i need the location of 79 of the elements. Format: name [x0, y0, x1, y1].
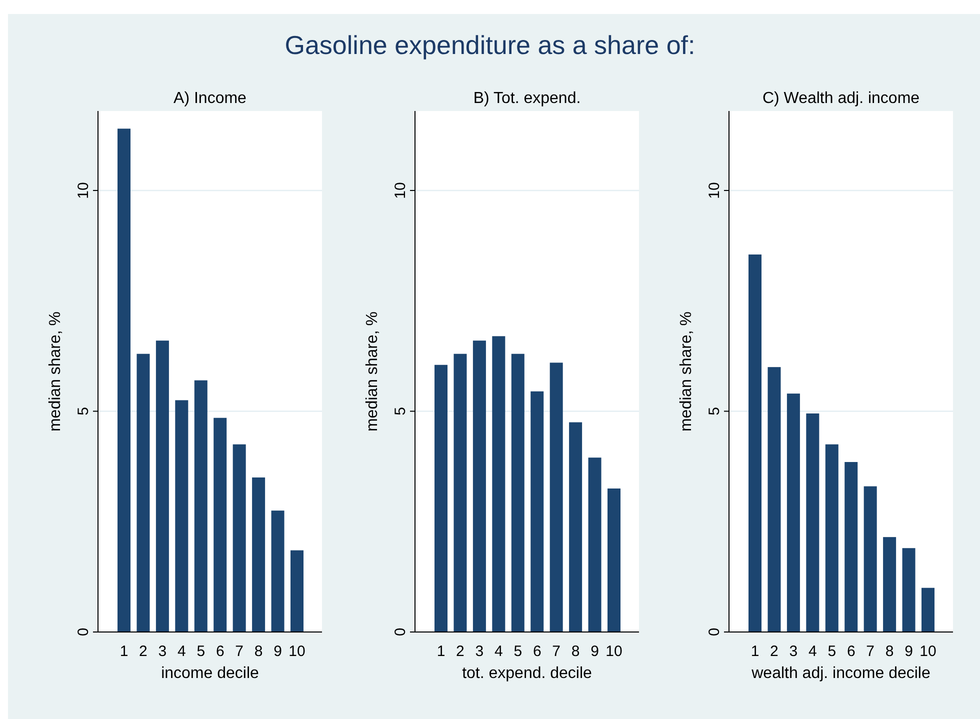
x-tick-label: 5 [514, 643, 522, 660]
y-axis-title: median share, % [678, 311, 695, 432]
x-tick-label: 3 [475, 643, 484, 660]
x-tick-label: 2 [770, 643, 778, 660]
bar [786, 394, 800, 632]
bar [472, 340, 486, 632]
bar [252, 477, 266, 632]
x-tick-label: 6 [532, 643, 542, 660]
y-axis-title: median share, % [364, 311, 381, 432]
bar [214, 418, 227, 632]
x-axis-title: tot. expend. decile [462, 665, 592, 682]
bar [156, 340, 169, 632]
bar [530, 391, 544, 632]
x-tick-label: 9 [590, 643, 599, 660]
bar [902, 548, 916, 632]
bar [271, 510, 284, 632]
x-tick-label: 9 [274, 643, 282, 660]
x-tick-label: 4 [808, 643, 817, 660]
bar [232, 444, 246, 632]
bar [825, 444, 838, 632]
bar [883, 537, 896, 632]
bar [844, 462, 858, 632]
x-tick-label: 7 [866, 643, 875, 660]
x-tick-label: 1 [750, 643, 760, 660]
x-tick-label: 4 [494, 643, 503, 660]
y-tick-label: 0 [706, 628, 723, 636]
y-tick-label: 0 [392, 628, 409, 636]
x-axis-title: income decile [161, 665, 260, 682]
x-tick-label: 1 [436, 643, 446, 660]
bar [136, 354, 150, 632]
bar [492, 336, 506, 632]
bar [118, 128, 130, 632]
x-tick-label: 2 [456, 643, 464, 660]
bar [608, 488, 620, 632]
x-tick-label: 7 [552, 643, 561, 660]
bar [434, 364, 448, 632]
bar [194, 380, 208, 632]
x-tick-label: 9 [904, 643, 913, 660]
bar [922, 588, 934, 632]
x-tick-label: 6 [216, 643, 224, 660]
y-tick-label: 5 [392, 407, 409, 416]
y-tick-label: 10 [706, 182, 723, 199]
x-tick-label: 10 [606, 643, 622, 660]
bar [175, 400, 188, 632]
x-tick-label: 8 [571, 643, 580, 660]
y-tick-label: 10 [392, 182, 409, 199]
x-tick-label: 5 [828, 643, 836, 660]
chart-subtitle: C) Wealth adj. income [762, 90, 920, 107]
x-tick-label: 3 [789, 643, 798, 660]
y-tick-label: 5 [75, 407, 92, 416]
chart-title: Gasoline expenditure as a share of: [284, 30, 696, 60]
y-tick-label: 5 [706, 407, 723, 416]
y-axis-title: median share, % [47, 311, 64, 432]
x-axis-title: wealth adj. income decile [750, 665, 930, 682]
y-tick-label: 10 [75, 182, 92, 199]
bar [550, 362, 563, 632]
bar [768, 367, 781, 632]
chart-subtitle: A) Income [174, 90, 247, 107]
bar [290, 550, 304, 632]
bar [748, 254, 762, 632]
x-tick-label: 4 [177, 643, 186, 660]
y-tick-label: 0 [75, 628, 92, 636]
x-tick-label: 10 [288, 643, 306, 660]
x-tick-label: 5 [196, 643, 206, 660]
x-tick-label: 10 [920, 643, 936, 660]
x-tick-label: 7 [235, 643, 244, 660]
x-tick-label: 8 [885, 643, 894, 660]
bar [569, 422, 582, 632]
x-tick-label: 6 [846, 643, 856, 660]
x-tick-label: 8 [254, 643, 263, 660]
x-tick-label: 2 [139, 643, 148, 660]
bar [454, 354, 467, 632]
x-tick-label: 1 [120, 643, 128, 660]
bar [864, 486, 877, 632]
bar [511, 354, 524, 632]
x-tick-label: 3 [158, 643, 167, 660]
bar [806, 413, 820, 632]
chart-subtitle: B) Tot. expend. [473, 90, 581, 107]
bar [588, 458, 602, 632]
